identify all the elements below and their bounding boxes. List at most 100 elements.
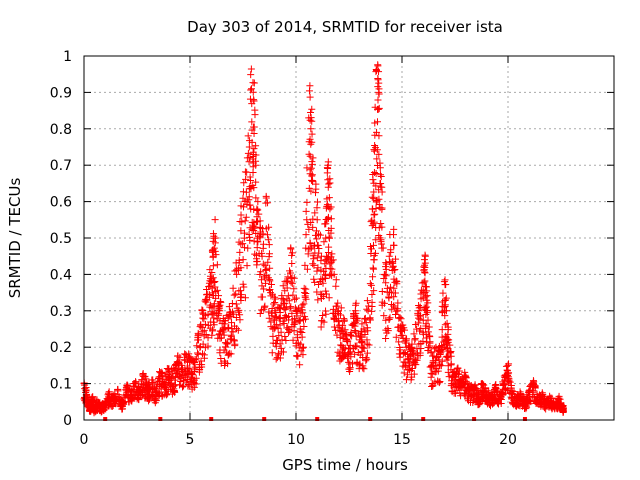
data-point <box>289 291 297 299</box>
grid <box>84 56 614 420</box>
data-point <box>216 334 224 342</box>
data-point <box>310 261 318 269</box>
data-point <box>278 292 286 300</box>
data-point <box>176 353 184 361</box>
data-point <box>277 328 285 336</box>
data-point <box>469 398 477 406</box>
y-tick-label: 0.2 <box>50 340 72 356</box>
data-point <box>141 373 149 381</box>
data-point <box>303 216 311 224</box>
data-point <box>334 299 342 307</box>
y-tick-label: 0.9 <box>50 85 72 101</box>
data-point <box>258 252 266 260</box>
data-point <box>380 312 388 320</box>
data-point <box>332 310 340 318</box>
data-point <box>213 286 221 294</box>
data-point <box>247 65 255 73</box>
data-point <box>462 374 470 382</box>
data-point <box>390 266 398 274</box>
data-point <box>310 242 318 250</box>
data-point <box>271 299 279 307</box>
data-point <box>230 291 238 299</box>
data-point <box>256 234 264 242</box>
data-point <box>438 326 446 334</box>
data-point <box>394 307 402 315</box>
data-point <box>337 304 345 312</box>
data-point <box>443 319 451 327</box>
data-point <box>252 230 260 238</box>
data-point <box>285 297 293 305</box>
data-point <box>526 393 534 401</box>
data-point <box>373 155 381 163</box>
data-point <box>239 256 247 264</box>
data-point <box>420 256 428 264</box>
y-tick-label: 0 <box>63 413 72 429</box>
data-point <box>296 317 304 325</box>
data-point <box>382 272 390 280</box>
data-point <box>548 394 556 402</box>
data-point <box>447 347 455 355</box>
data-point <box>237 211 245 219</box>
data-point <box>308 117 316 125</box>
data-point <box>326 264 334 272</box>
data-point <box>306 82 314 90</box>
data-point <box>291 318 299 326</box>
data-point <box>336 333 344 341</box>
data-point <box>314 241 322 249</box>
data-point <box>215 292 223 300</box>
data-point <box>300 343 307 351</box>
data-point <box>137 392 145 400</box>
data-point <box>239 240 247 248</box>
data-point <box>339 321 347 329</box>
data-point <box>305 150 313 158</box>
data-point <box>190 383 198 391</box>
data-point <box>272 355 280 363</box>
data-point <box>360 325 368 333</box>
data-point <box>307 187 315 195</box>
data-point <box>245 231 253 239</box>
data-point <box>213 261 221 269</box>
data-point <box>313 216 321 224</box>
data-point <box>284 324 292 332</box>
data-point <box>378 223 386 231</box>
data-point <box>302 285 310 293</box>
data-point <box>375 90 383 98</box>
data-point <box>293 352 301 360</box>
data-point <box>555 392 563 400</box>
data-point <box>246 233 254 241</box>
data-point <box>393 278 401 286</box>
data-point <box>93 404 101 412</box>
data-point <box>308 130 316 138</box>
data-point <box>244 244 252 252</box>
data-point <box>284 328 292 336</box>
data-point <box>368 307 376 315</box>
data-point <box>216 349 224 357</box>
data-point <box>360 344 368 352</box>
data-point <box>379 244 387 252</box>
data-point <box>268 280 276 288</box>
data-point <box>194 336 202 344</box>
data-point <box>292 294 300 302</box>
data-point <box>306 93 314 101</box>
data-point <box>407 376 415 384</box>
data-point <box>248 118 256 126</box>
data-point <box>204 334 212 342</box>
data-point <box>479 388 487 396</box>
data-point <box>365 341 373 349</box>
data-point <box>434 378 442 386</box>
data-point <box>320 318 328 326</box>
data-point <box>221 357 229 365</box>
data-point <box>213 315 221 323</box>
data-point <box>306 239 314 247</box>
data-point <box>309 154 317 162</box>
data-point <box>334 307 342 315</box>
data-point <box>309 260 317 268</box>
data-point <box>260 303 268 311</box>
data-point <box>178 368 186 376</box>
data-point <box>509 398 517 406</box>
data-point <box>187 369 195 377</box>
bottom-marker <box>158 417 163 421</box>
data-point <box>162 369 170 377</box>
data-point <box>260 285 268 293</box>
data-point <box>351 326 359 334</box>
